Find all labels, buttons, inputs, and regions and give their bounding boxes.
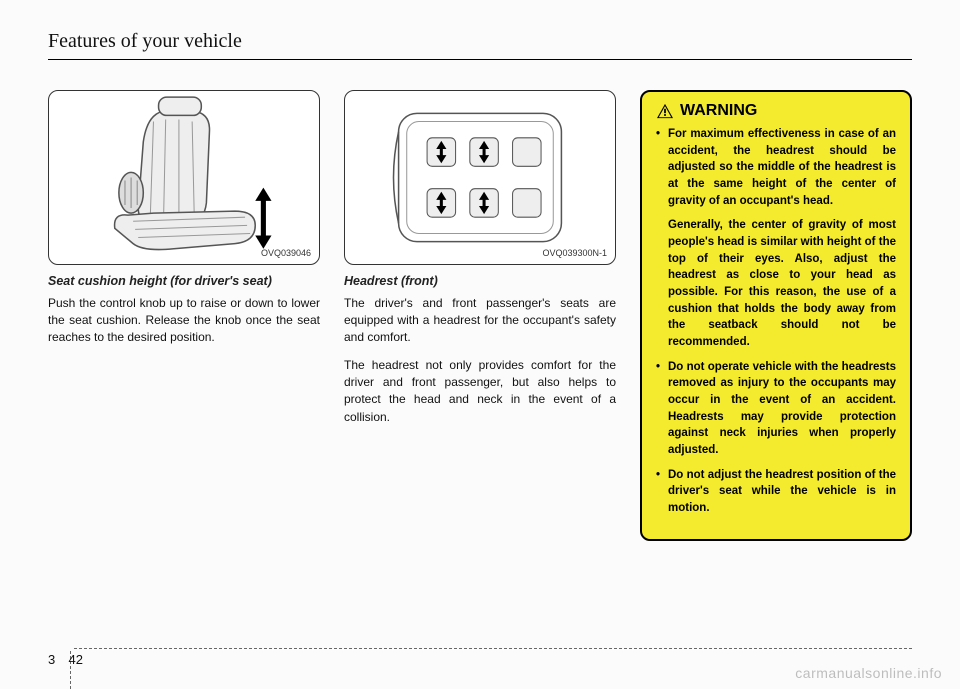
- figure-code-1: OVQ039046: [261, 248, 311, 258]
- warning-box: WARNING For maximum effectiveness in cas…: [640, 90, 912, 541]
- warning-item-2: Do not operate vehicle with the headrest…: [656, 359, 896, 459]
- column-1: OVQ039046 Seat cushion height (for drive…: [48, 90, 320, 541]
- warning-title: WARNING: [656, 102, 896, 120]
- vehicle-top-illustration: [345, 91, 615, 264]
- seat-illustration: [49, 91, 319, 264]
- page-num: 42: [68, 652, 82, 667]
- body-text-headrest-2: The headrest not only provides comfort f…: [344, 357, 616, 427]
- warning-item-3: Do not adjust the headrest position of t…: [656, 467, 896, 517]
- header-title: Features of your vehicle: [48, 30, 912, 53]
- warning-list: For maximum effectiveness in case of an …: [656, 126, 896, 517]
- page-header: Features of your vehicle: [48, 30, 912, 60]
- footer-dashed-horizontal: [74, 648, 912, 649]
- column-3: WARNING For maximum effectiveness in cas…: [640, 90, 912, 541]
- warning-item-1: For maximum effectiveness in case of an …: [656, 126, 896, 351]
- page-number: 3 42: [48, 652, 83, 667]
- section-number: 3: [48, 652, 55, 667]
- warning-item-1-p2: Generally, the center of gravity of most…: [668, 217, 896, 350]
- watermark: carmanualsonline.info: [795, 665, 942, 681]
- subheading-seat-cushion: Seat cushion height (for driver's seat): [48, 273, 320, 291]
- warning-item-1-p1: For maximum effectiveness in case of an …: [668, 128, 896, 207]
- column-2: OVQ039300N-1 Headrest (front) The driver…: [344, 90, 616, 541]
- warning-title-text: WARNING: [680, 102, 757, 120]
- page: Features of your vehicle: [0, 0, 960, 689]
- warning-item-2-p1: Do not operate vehicle with the headrest…: [668, 361, 896, 456]
- subheading-headrest: Headrest (front): [344, 273, 616, 291]
- figure-headrest-top: OVQ039300N-1: [344, 90, 616, 265]
- figure-seat-cushion: OVQ039046: [48, 90, 320, 265]
- body-text-headrest-1: The driver's and front passenger's seats…: [344, 295, 616, 347]
- warning-icon: [656, 103, 674, 119]
- content-columns: OVQ039046 Seat cushion height (for drive…: [48, 90, 912, 541]
- warning-item-3-p1: Do not adjust the headrest position of t…: [668, 469, 896, 514]
- body-text-seat-cushion: Push the control knob up to raise or dow…: [48, 295, 320, 347]
- figure-code-2: OVQ039300N-1: [542, 248, 607, 258]
